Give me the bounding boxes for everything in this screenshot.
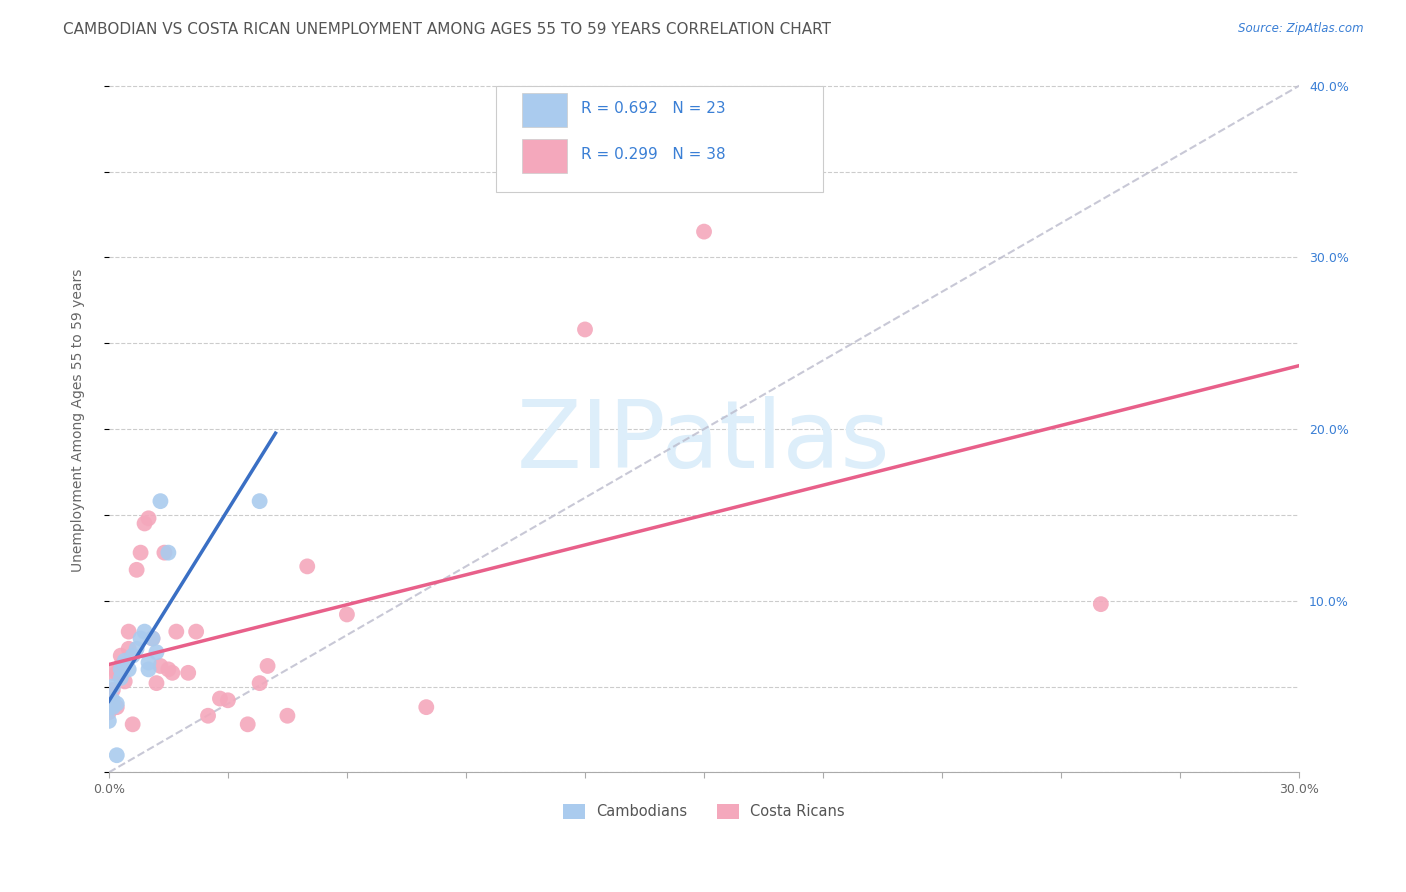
Point <box>186 624 208 639</box>
Point <box>114 654 136 668</box>
Point <box>101 693 124 707</box>
Point <box>105 700 128 714</box>
Point <box>118 624 141 639</box>
Point <box>110 648 132 663</box>
Point <box>249 494 271 508</box>
Point <box>162 665 184 680</box>
FancyBboxPatch shape <box>522 94 567 128</box>
Point <box>336 607 359 622</box>
Point <box>153 546 176 560</box>
Text: Source: ZipAtlas.com: Source: ZipAtlas.com <box>1239 22 1364 36</box>
Point <box>97 688 120 702</box>
Point <box>217 693 239 707</box>
Point <box>121 717 143 731</box>
Point <box>110 659 132 673</box>
Point <box>297 559 319 574</box>
Point <box>121 648 143 663</box>
Point <box>97 700 120 714</box>
Point <box>101 700 124 714</box>
Text: CAMBODIAN VS COSTA RICAN UNEMPLOYMENT AMONG AGES 55 TO 59 YEARS CORRELATION CHAR: CAMBODIAN VS COSTA RICAN UNEMPLOYMENT AM… <box>63 22 831 37</box>
FancyBboxPatch shape <box>522 139 567 173</box>
FancyBboxPatch shape <box>496 87 823 192</box>
Point <box>236 717 259 731</box>
Point <box>149 494 172 508</box>
Point <box>145 645 167 659</box>
Point <box>415 700 437 714</box>
Point <box>145 676 167 690</box>
Point <box>101 683 124 698</box>
Point <box>157 546 180 560</box>
Point <box>110 671 132 685</box>
Point <box>118 641 141 656</box>
Point <box>134 516 156 531</box>
Point <box>134 624 156 639</box>
Point <box>276 708 298 723</box>
Point <box>165 624 187 639</box>
Point <box>141 632 163 646</box>
Text: R = 0.692   N = 23: R = 0.692 N = 23 <box>582 102 725 117</box>
Point <box>125 641 148 656</box>
Point <box>118 662 141 676</box>
Point <box>138 656 160 670</box>
Point <box>105 665 128 680</box>
Point <box>141 632 163 646</box>
Point <box>110 662 132 676</box>
Point <box>256 659 278 673</box>
Point <box>105 748 128 763</box>
Point <box>105 697 128 711</box>
Text: ZIPatlas: ZIPatlas <box>517 395 891 488</box>
Y-axis label: Unemployment Among Ages 55 to 59 years: Unemployment Among Ages 55 to 59 years <box>72 268 86 572</box>
Point <box>693 225 716 239</box>
Point <box>197 708 219 723</box>
Point <box>1090 597 1112 611</box>
Point <box>129 546 152 560</box>
Point <box>177 665 200 680</box>
Point <box>208 691 231 706</box>
Point <box>125 563 148 577</box>
Point <box>129 632 152 646</box>
Point <box>138 511 160 525</box>
Point <box>157 662 180 676</box>
Point <box>149 659 172 673</box>
Point <box>97 714 120 728</box>
Point <box>114 674 136 689</box>
Point <box>114 657 136 672</box>
Point <box>101 665 124 680</box>
Point <box>249 676 271 690</box>
Point <box>574 322 596 336</box>
Point <box>138 662 160 676</box>
Point <box>97 706 120 720</box>
Legend: Cambodians, Costa Ricans: Cambodians, Costa Ricans <box>557 797 851 825</box>
Text: R = 0.299   N = 38: R = 0.299 N = 38 <box>582 147 725 162</box>
Point <box>101 680 124 694</box>
